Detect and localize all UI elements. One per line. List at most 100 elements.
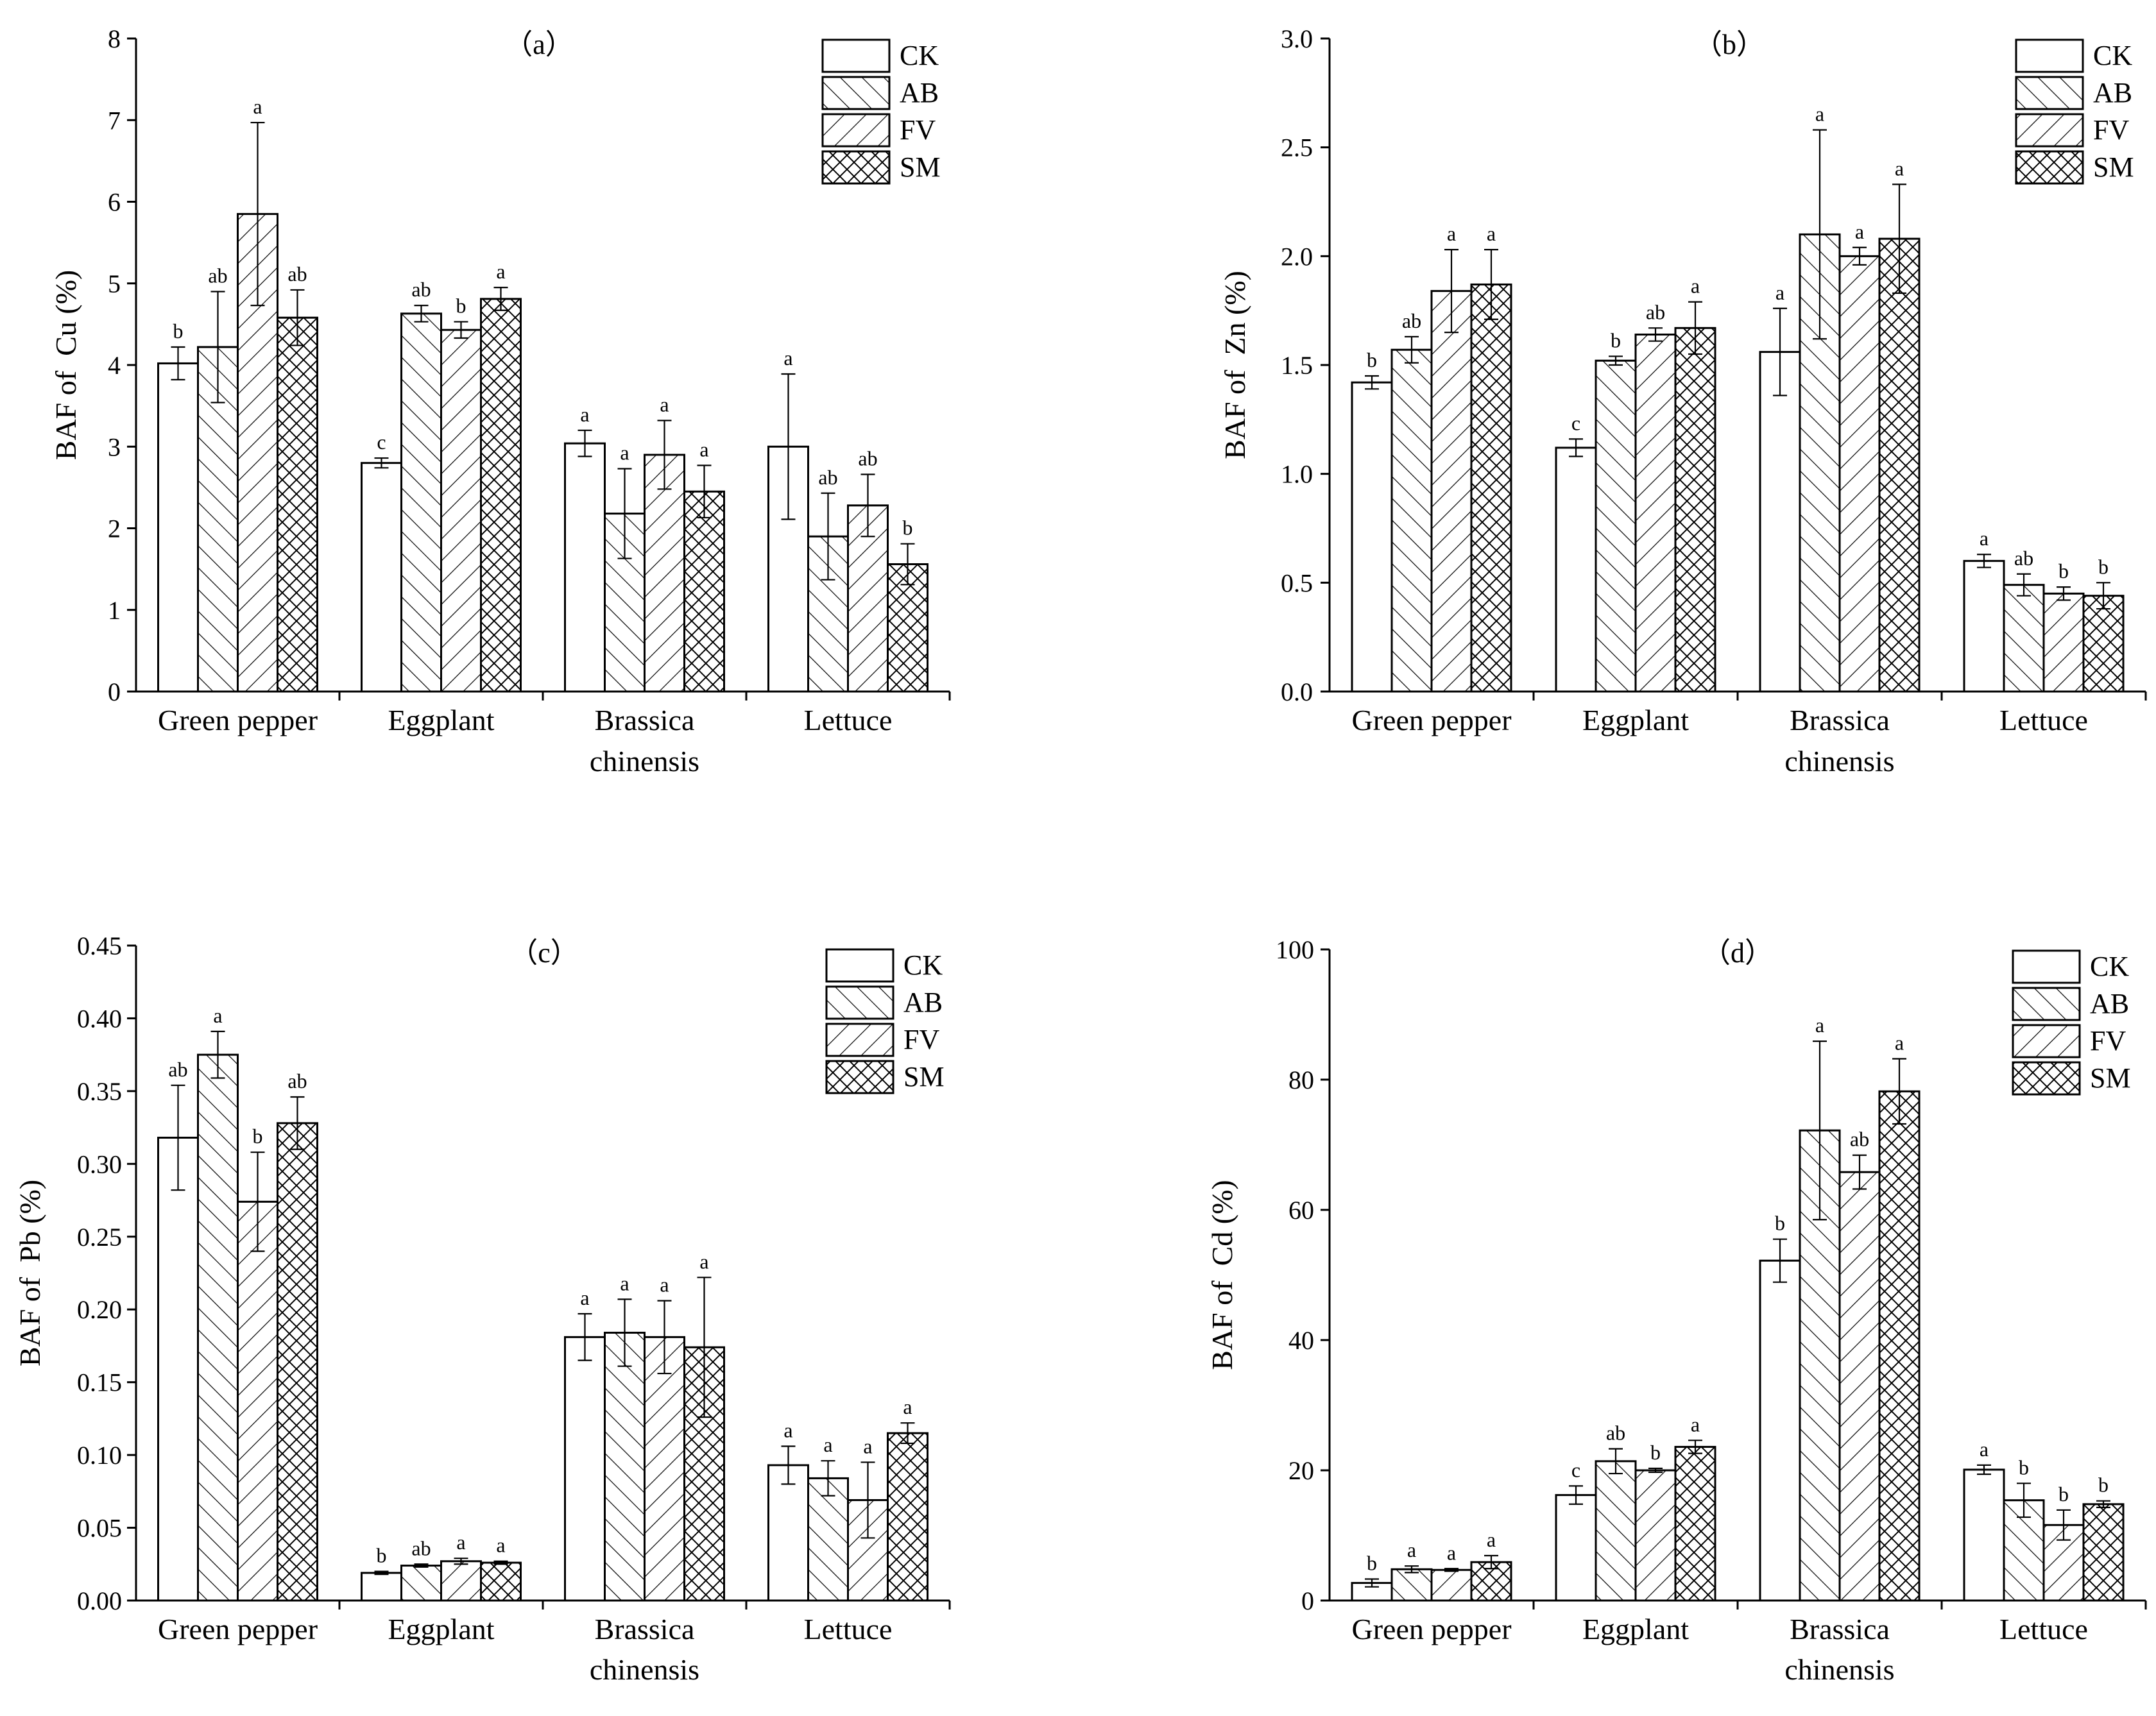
bar-ck	[1351, 381, 1393, 693]
bar-ab	[1595, 359, 1637, 693]
y-tick-label: 2	[108, 514, 121, 543]
legend-swatch-ab	[825, 985, 894, 1020]
significance-letter: ab	[287, 1069, 307, 1092]
bar-fv	[644, 1336, 685, 1602]
legend-label: CK	[900, 40, 939, 71]
bar-ck	[564, 442, 606, 693]
y-tick-label: 2.5	[1281, 133, 1313, 162]
bar-sm	[277, 1122, 318, 1602]
legend-label: AB	[903, 987, 943, 1018]
bar-ck	[767, 1464, 809, 1602]
bar-fv	[1634, 333, 1677, 693]
bar-fv	[847, 504, 889, 693]
legend-swatch-fv	[2012, 1024, 2081, 1058]
x-tick-label: chinensis	[590, 1653, 699, 1686]
y-axis-label: BAF of Cd (%)	[1206, 1180, 1238, 1370]
y-tick-label: 40	[1288, 1326, 1314, 1355]
bar-sm	[1674, 327, 1716, 693]
bar-fv	[1838, 1171, 1881, 1602]
y-tick-label: 2.0	[1281, 242, 1313, 271]
panel-title: （b）	[1694, 29, 1765, 60]
legend-label: AB	[900, 77, 939, 108]
significance-letter: a	[1895, 1032, 1904, 1055]
x-tick-label: chinensis	[1784, 1653, 1894, 1686]
legend-swatch-ab	[821, 76, 891, 110]
significance-letter: a	[253, 95, 262, 118]
legend-label: FV	[2093, 114, 2129, 146]
significance-letter: ab	[411, 278, 431, 301]
x-tick-label: Green pepper	[1351, 704, 1511, 736]
panel-title: （c）	[509, 937, 579, 969]
legend-swatch-fv	[825, 1023, 894, 1057]
significance-letter: ab	[1606, 1422, 1625, 1445]
significance-letter: b	[173, 319, 184, 343]
x-tick-label: Lettuce	[1999, 704, 2088, 736]
significance-letter: b	[2098, 555, 2109, 578]
y-tick-label: 7	[108, 106, 121, 135]
bar-fv	[440, 1560, 482, 1602]
significance-letter: b	[1775, 1212, 1785, 1235]
bar-sm	[480, 298, 522, 693]
bar-fv	[2042, 592, 2085, 693]
significance-letter: a	[620, 1271, 629, 1295]
significance-letter: b	[2058, 559, 2069, 582]
significance-letter: ab	[411, 1536, 431, 1559]
y-tick-label: 4	[108, 351, 121, 380]
significance-letter: a	[1487, 1528, 1496, 1551]
significance-letter: ab	[168, 1058, 187, 1081]
bar-sm	[277, 316, 318, 693]
x-tick-label: Eggplant	[1582, 704, 1689, 736]
bar-fv	[644, 454, 685, 693]
significance-letter: a	[456, 1531, 465, 1554]
x-tick-label: Lettuce	[1999, 1613, 2088, 1645]
x-tick-label: Green pepper	[1351, 1613, 1511, 1645]
significance-letter: a	[1447, 1541, 1456, 1564]
x-tick-label: Green pepper	[158, 1613, 318, 1645]
y-tick-label: 3.0	[1281, 24, 1313, 53]
significance-letter: a	[1447, 222, 1456, 245]
legend-label: FV	[900, 114, 936, 146]
legend-label: SM	[2090, 1062, 2131, 1094]
bar-ck	[1555, 1494, 1597, 1602]
y-tick-label: 1.0	[1281, 460, 1313, 489]
bar-ab	[807, 1477, 849, 1602]
x-tick-label: Brassica	[595, 1613, 695, 1645]
y-tick-label: 8	[108, 24, 121, 53]
y-tick-label: 0.5	[1281, 568, 1313, 597]
x-tick-label: Lettuce	[804, 704, 893, 736]
bar-ab	[1390, 348, 1433, 693]
y-tick-label: 0.05	[77, 1514, 122, 1543]
significance-letter: a	[1815, 103, 1824, 126]
y-tick-label: 0.15	[77, 1368, 122, 1397]
significance-letter: a	[660, 1273, 669, 1296]
x-tick-label: Green pepper	[158, 704, 318, 736]
legend-swatch-ck	[2015, 38, 2084, 73]
significance-letter: a	[863, 1434, 872, 1457]
bar-fv	[440, 328, 482, 693]
bar-ck	[1759, 1259, 1801, 1602]
bar-sm	[887, 1432, 928, 1602]
significance-letter: a	[1895, 157, 1904, 180]
legend-swatch-ck	[825, 948, 894, 983]
significance-letter: b	[2058, 1482, 2069, 1506]
x-tick-label: Brassica	[1790, 704, 1890, 736]
panel-title: （a）	[504, 29, 574, 60]
bar-ck	[1963, 559, 2005, 693]
legend-label: AB	[2093, 77, 2132, 108]
y-tick-label: 0.30	[77, 1150, 122, 1178]
x-tick-label: Lettuce	[804, 1613, 893, 1645]
bar-ck	[157, 1136, 199, 1602]
legend-label: CK	[2090, 951, 2129, 982]
bar-ck	[564, 1336, 606, 1602]
bar-ck	[1759, 351, 1801, 693]
significance-letter: b	[1650, 1441, 1661, 1464]
bar-ck	[361, 1572, 402, 1602]
bar-ab	[1390, 1568, 1433, 1602]
bar-ab	[400, 312, 442, 693]
significance-letter: b	[253, 1125, 263, 1148]
bar-fv	[1430, 1568, 1473, 1602]
bar-fv	[1838, 255, 1881, 693]
y-tick-label: 6	[108, 188, 121, 217]
bar-sm	[1674, 1445, 1716, 1602]
